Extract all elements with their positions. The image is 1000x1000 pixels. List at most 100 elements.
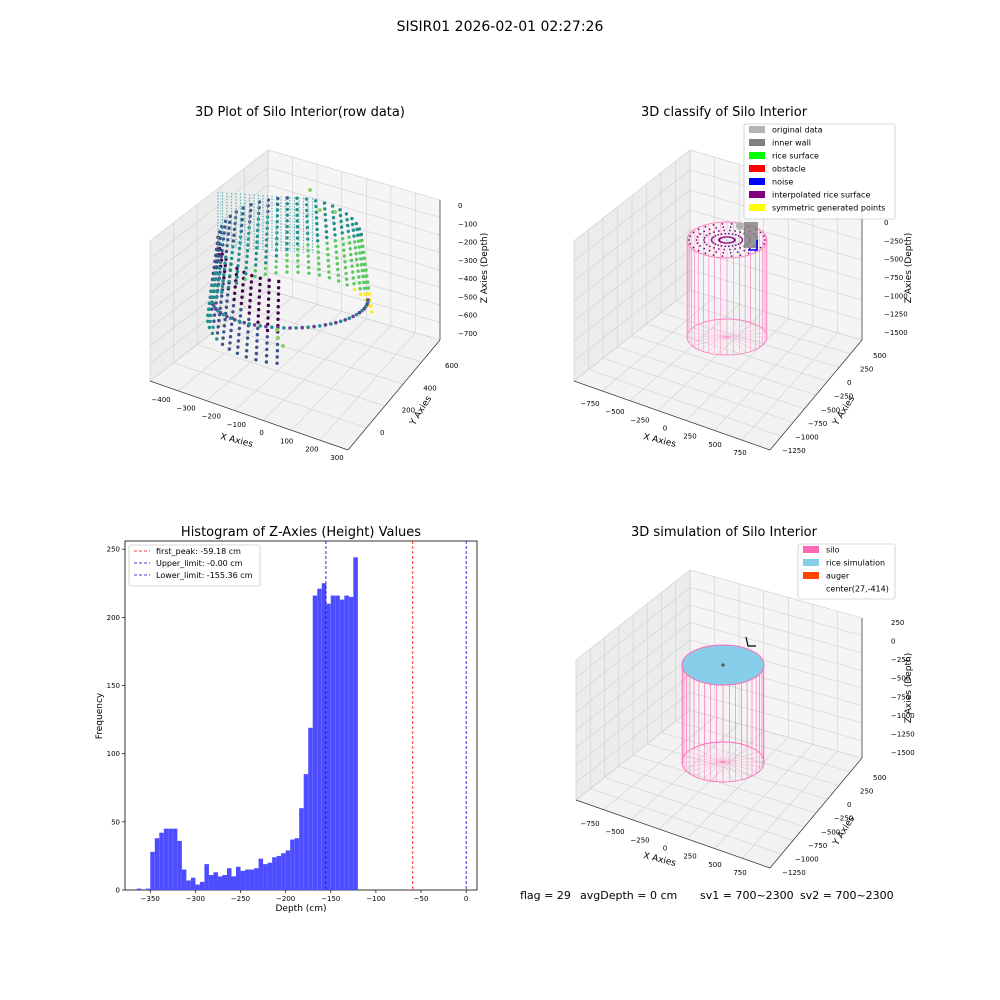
scan-point — [285, 202, 289, 206]
silo-floor-spoke — [722, 756, 763, 763]
classify-legend-swatch — [749, 165, 765, 172]
scan-point — [345, 218, 349, 222]
classify-z-tick: 0 — [884, 219, 888, 227]
silo-floor-spoke — [687, 761, 724, 773]
raw-point-cloud — [206, 188, 374, 365]
scan-point — [362, 286, 367, 290]
scan-point — [255, 345, 259, 349]
classify-panel: 3D classify of Silo Interior −750 −500 −25… — [573, 105, 914, 457]
histogram-title: Histogram of Z-Axies (Height) Values — [181, 525, 421, 540]
simulation-x-axis-label: X Axies — [642, 851, 677, 869]
classify-legend-swatch — [749, 178, 765, 185]
scan-point — [244, 355, 248, 359]
scan-point — [335, 262, 339, 266]
silo-floor-spoke — [688, 332, 728, 338]
classify-legend-label: obstacle — [772, 165, 806, 174]
histogram-vlines — [325, 541, 467, 890]
interpolated-surface-point — [717, 233, 720, 236]
histogram-bar — [172, 828, 178, 890]
scan-point — [232, 233, 236, 237]
scan-point — [216, 278, 221, 282]
scan-point — [219, 254, 223, 259]
scan-point — [356, 239, 361, 243]
scan-point — [258, 276, 262, 280]
grid-line — [575, 569, 863, 661]
scan-point — [351, 270, 355, 274]
interpolated-surface-point — [720, 237, 722, 239]
histogram-bar — [168, 828, 173, 890]
interpolated-surface-point — [739, 231, 741, 234]
interpolated-surface-point — [728, 241, 731, 244]
scan-point — [355, 263, 360, 267]
classify-cylinder — [686, 221, 768, 356]
scan-point — [295, 196, 299, 200]
scan-point — [244, 260, 249, 264]
scan-point — [327, 276, 332, 280]
histogram-bar — [159, 832, 164, 890]
raw-y-tick: 400 — [423, 384, 436, 392]
scan-point — [357, 275, 361, 279]
histogram-y-tick-label: 200 — [107, 614, 120, 622]
silo-floor-spoke — [692, 336, 728, 347]
classify-legend-swatch — [749, 191, 765, 198]
scan-point — [274, 259, 278, 264]
scan-point — [264, 255, 268, 259]
histogram-panel: Histogram of Z-Axies (Height) Values −35… — [95, 525, 478, 914]
histogram-bar — [177, 840, 182, 890]
scan-point — [215, 337, 219, 341]
interpolated-surface-point — [708, 245, 711, 248]
scan-point — [352, 282, 356, 286]
scan-point — [245, 254, 249, 259]
scan-point — [339, 225, 344, 229]
scan-point — [223, 261, 227, 265]
scan-point — [212, 283, 216, 288]
raw-y-tick: 600 — [445, 362, 458, 370]
simulation-z-tick: −1500 — [891, 749, 915, 757]
histogram-bar — [326, 603, 331, 890]
scan-outlier — [318, 208, 322, 212]
scan-point — [231, 310, 235, 314]
interpolated-surface-point — [695, 239, 698, 241]
scan-point — [247, 311, 251, 315]
scan-point — [354, 251, 358, 256]
simulation-3d-box — [575, 569, 863, 869]
scan-point — [295, 202, 299, 206]
raw-x-axis-label: X Axies — [219, 432, 254, 450]
simulation-z-tick: 0 — [891, 638, 895, 646]
scan-point — [315, 227, 319, 232]
silo-floor-spoke — [706, 336, 728, 353]
scan-point — [266, 310, 270, 314]
scan-point — [275, 342, 280, 347]
interpolated-surface-point — [708, 249, 711, 252]
scan-point — [224, 305, 229, 309]
histogram-bar — [263, 864, 268, 890]
histogram-x-axis-label: Depth (cm) — [275, 904, 326, 914]
scan-point — [227, 279, 231, 284]
grid-line — [149, 289, 441, 382]
scan-point — [307, 271, 311, 275]
grid-line — [590, 788, 782, 855]
scan-point — [241, 206, 245, 210]
silo-floor-spoke — [726, 336, 762, 347]
scan-point — [236, 264, 240, 268]
histogram-bar — [240, 870, 246, 890]
simulation-legend-label: silo — [826, 546, 840, 555]
scan-point — [276, 311, 280, 315]
scan-point — [215, 260, 219, 264]
silo-floor-spoke — [712, 761, 724, 782]
interpolated-surface-point — [724, 232, 726, 235]
scan-point — [362, 262, 366, 267]
scan-point — [334, 244, 338, 249]
raw-z-tick: −200 — [458, 239, 477, 247]
scan-point — [256, 326, 260, 331]
scan-point — [247, 317, 251, 322]
classify-legend-swatch — [749, 126, 765, 133]
interpolated-surface-point — [712, 242, 715, 244]
scan-point — [332, 221, 336, 226]
interpolated-surface-point — [729, 226, 732, 229]
histogram-x-tick-label: −300 — [186, 895, 205, 903]
scan-point — [360, 250, 365, 255]
raw-x-tick: 0 — [259, 429, 263, 437]
scan-point — [338, 319, 343, 324]
scan-point — [275, 349, 280, 353]
